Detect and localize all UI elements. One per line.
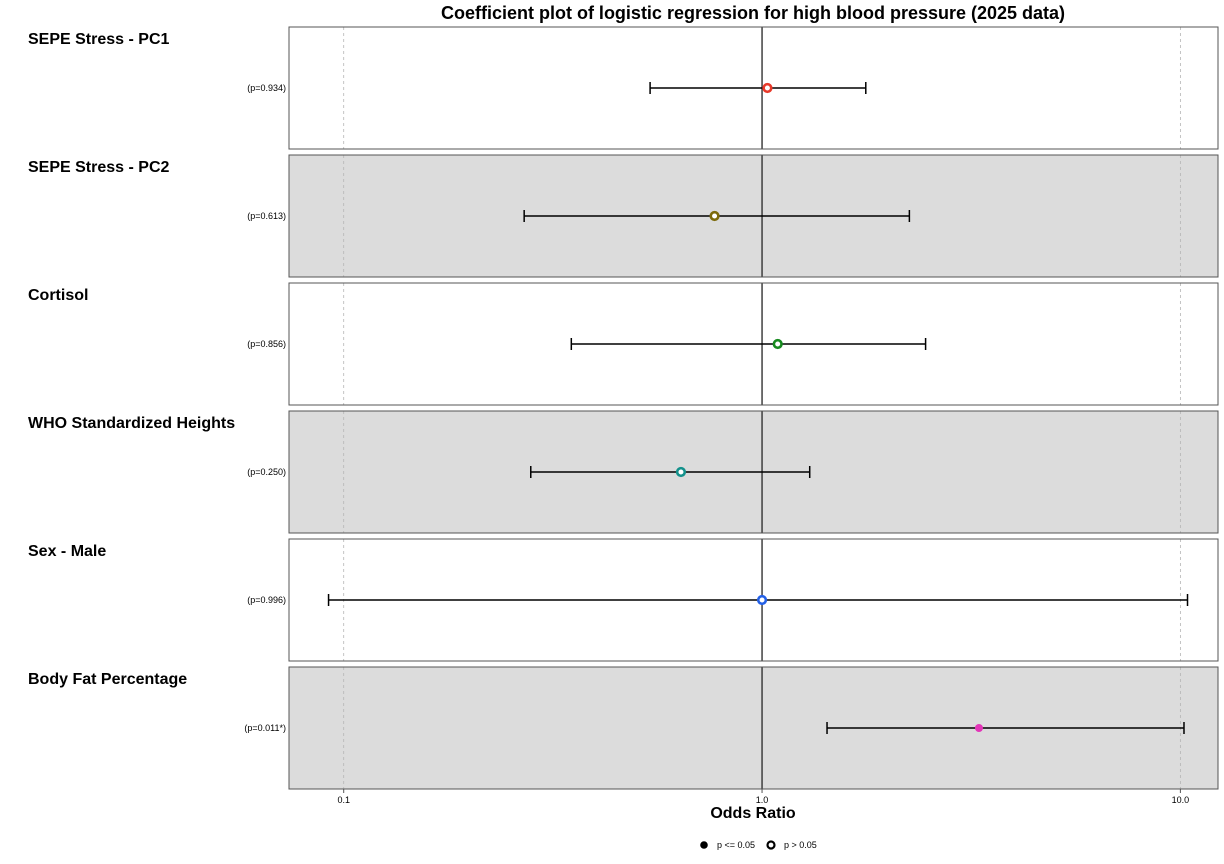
x-axis: 0.1 1.0 10.0: [337, 789, 1189, 805]
facet-panel: Sex - Male (p=0.996): [28, 538, 1219, 662]
facet-panels: SEPE Stress - PC1(p=0.934)SEPE Stress - …: [28, 26, 1219, 790]
estimate-point: [762, 82, 773, 94]
estimate-point: [772, 338, 783, 350]
legend-hollow-marker: [766, 840, 776, 850]
facet-label: WHO Standardized Heights: [28, 415, 235, 432]
legend-label: p <= 0.05: [717, 840, 755, 850]
facet-label: SEPE Stress - PC1: [28, 31, 170, 48]
panel-border: [288, 26, 1219, 150]
facet-label: Sex - Male: [28, 543, 106, 560]
chart-title: Coefficient plot of logistic regression …: [441, 3, 1065, 23]
x-tick-label: 10.0: [1172, 795, 1190, 805]
facet-panel: SEPE Stress - PC2 (p=0.613): [28, 154, 1219, 278]
facet-label: SEPE Stress - PC2: [28, 159, 170, 176]
p-value-label: (p=0.613): [247, 211, 286, 221]
panel-border: [288, 538, 1219, 662]
panel-border: [288, 410, 1219, 534]
x-tick-label: 0.1: [337, 795, 350, 805]
panel-border: [288, 666, 1219, 790]
legend: p <= 0.05 p > 0.05: [700, 840, 817, 850]
estimate-point: [709, 210, 720, 222]
facet-panel: Cortisol (p=0.856): [28, 282, 1219, 406]
x-tick-label: 1.0: [756, 795, 769, 805]
x-axis-title: Odds Ratio: [710, 805, 796, 822]
p-value-label: (p=0.250): [247, 467, 286, 477]
p-value-label: (p=0.996): [247, 595, 286, 605]
facet-label: Body Fat Percentage: [28, 671, 187, 688]
facet-label: Cortisol: [28, 287, 88, 304]
legend-entry-significant: p <= 0.05: [700, 840, 755, 850]
legend-filled-marker: [700, 841, 708, 849]
facet-panel: WHO Standardized Heights (p=0.250): [28, 410, 1219, 534]
p-value-label: (p=0.856): [247, 339, 286, 349]
legend-label: p > 0.05: [784, 840, 817, 850]
estimate-point: [675, 466, 687, 478]
facet-panel: Body Fat Percentage (p=0.011*): [28, 666, 1219, 790]
panel-border: [288, 282, 1219, 406]
facet-panel: SEPE Stress - PC1 (p=0.934): [28, 26, 1219, 150]
p-value-label: (p=0.934): [247, 83, 286, 93]
legend-entry-not-significant: p > 0.05: [766, 840, 817, 850]
estimate-point: [756, 594, 768, 606]
panel-border: [288, 154, 1219, 278]
estimate-point: [974, 724, 983, 732]
p-value-label: (p=0.011*): [244, 723, 286, 733]
